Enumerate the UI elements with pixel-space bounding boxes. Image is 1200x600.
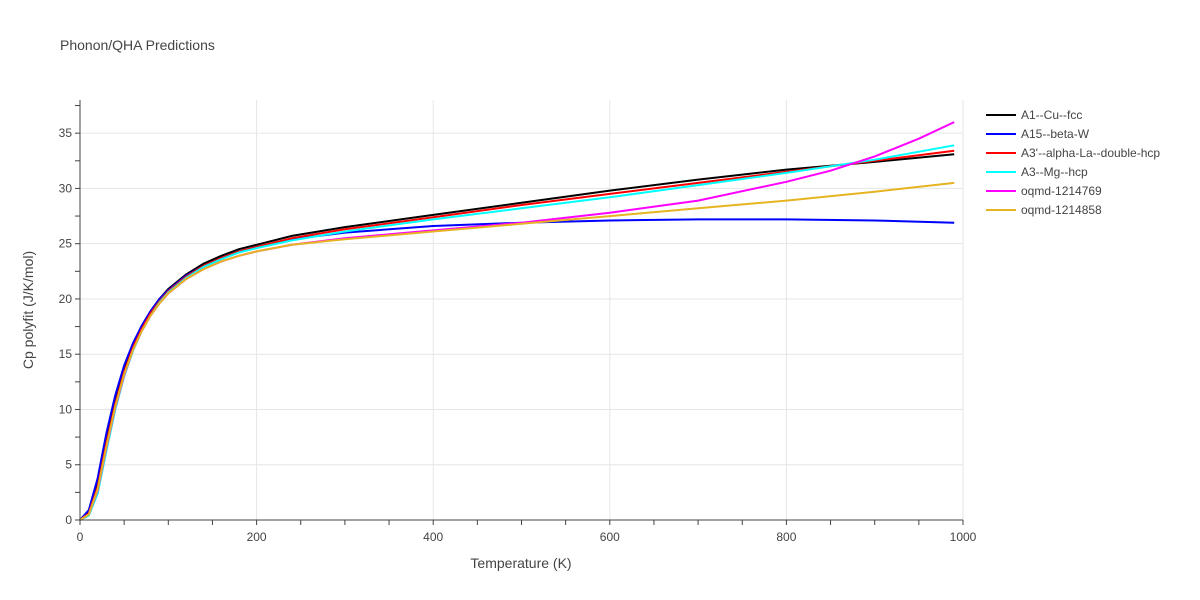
legend-label: A3'--alpha-La--double-hcp [1021, 146, 1160, 160]
x-tick-label: 0 [77, 530, 84, 544]
x-tick-label: 800 [776, 530, 796, 544]
y-tick-label: 20 [59, 292, 73, 306]
chart-title: Phonon/QHA Predictions [60, 37, 215, 53]
legend-label: oqmd-1214769 [1021, 184, 1102, 198]
legend-label: A3--Mg--hcp [1021, 165, 1088, 179]
grid [80, 100, 964, 520]
y-tick-label: 35 [59, 126, 73, 140]
series-line-5 [79, 121, 955, 521]
x-tick-label: 400 [423, 530, 443, 544]
x-axis-title: Temperature (K) [470, 555, 571, 571]
axes: 0 5 10 15 20 25 30 35 0 200 400 600 800 1000 [59, 100, 977, 544]
legend-label: A1--Cu--fcc [1021, 108, 1082, 122]
y-tick-label: 10 [59, 402, 73, 416]
series-line-6 [79, 181, 955, 521]
series-layer [79, 121, 955, 521]
x-tick-label: 200 [247, 530, 267, 544]
y-axis-title: Cp polyfit (J/K/mol) [20, 251, 36, 369]
y-tick-label: 30 [59, 181, 73, 195]
y-tick-label: 25 [59, 237, 73, 251]
y-tick-label: 15 [59, 347, 73, 361]
legend-label: A15--beta-W [1021, 127, 1090, 141]
x-tick-label: 600 [600, 530, 620, 544]
series-line-4 [79, 144, 955, 521]
legend: A1--Cu--fcc A15--beta-W A3'--alpha-La--dou… [986, 108, 1160, 217]
y-tick-label: 0 [65, 513, 72, 527]
y-tick-label: 5 [65, 458, 72, 472]
x-tick-label: 1000 [950, 530, 977, 544]
legend-label: oqmd-1214858 [1021, 203, 1102, 217]
